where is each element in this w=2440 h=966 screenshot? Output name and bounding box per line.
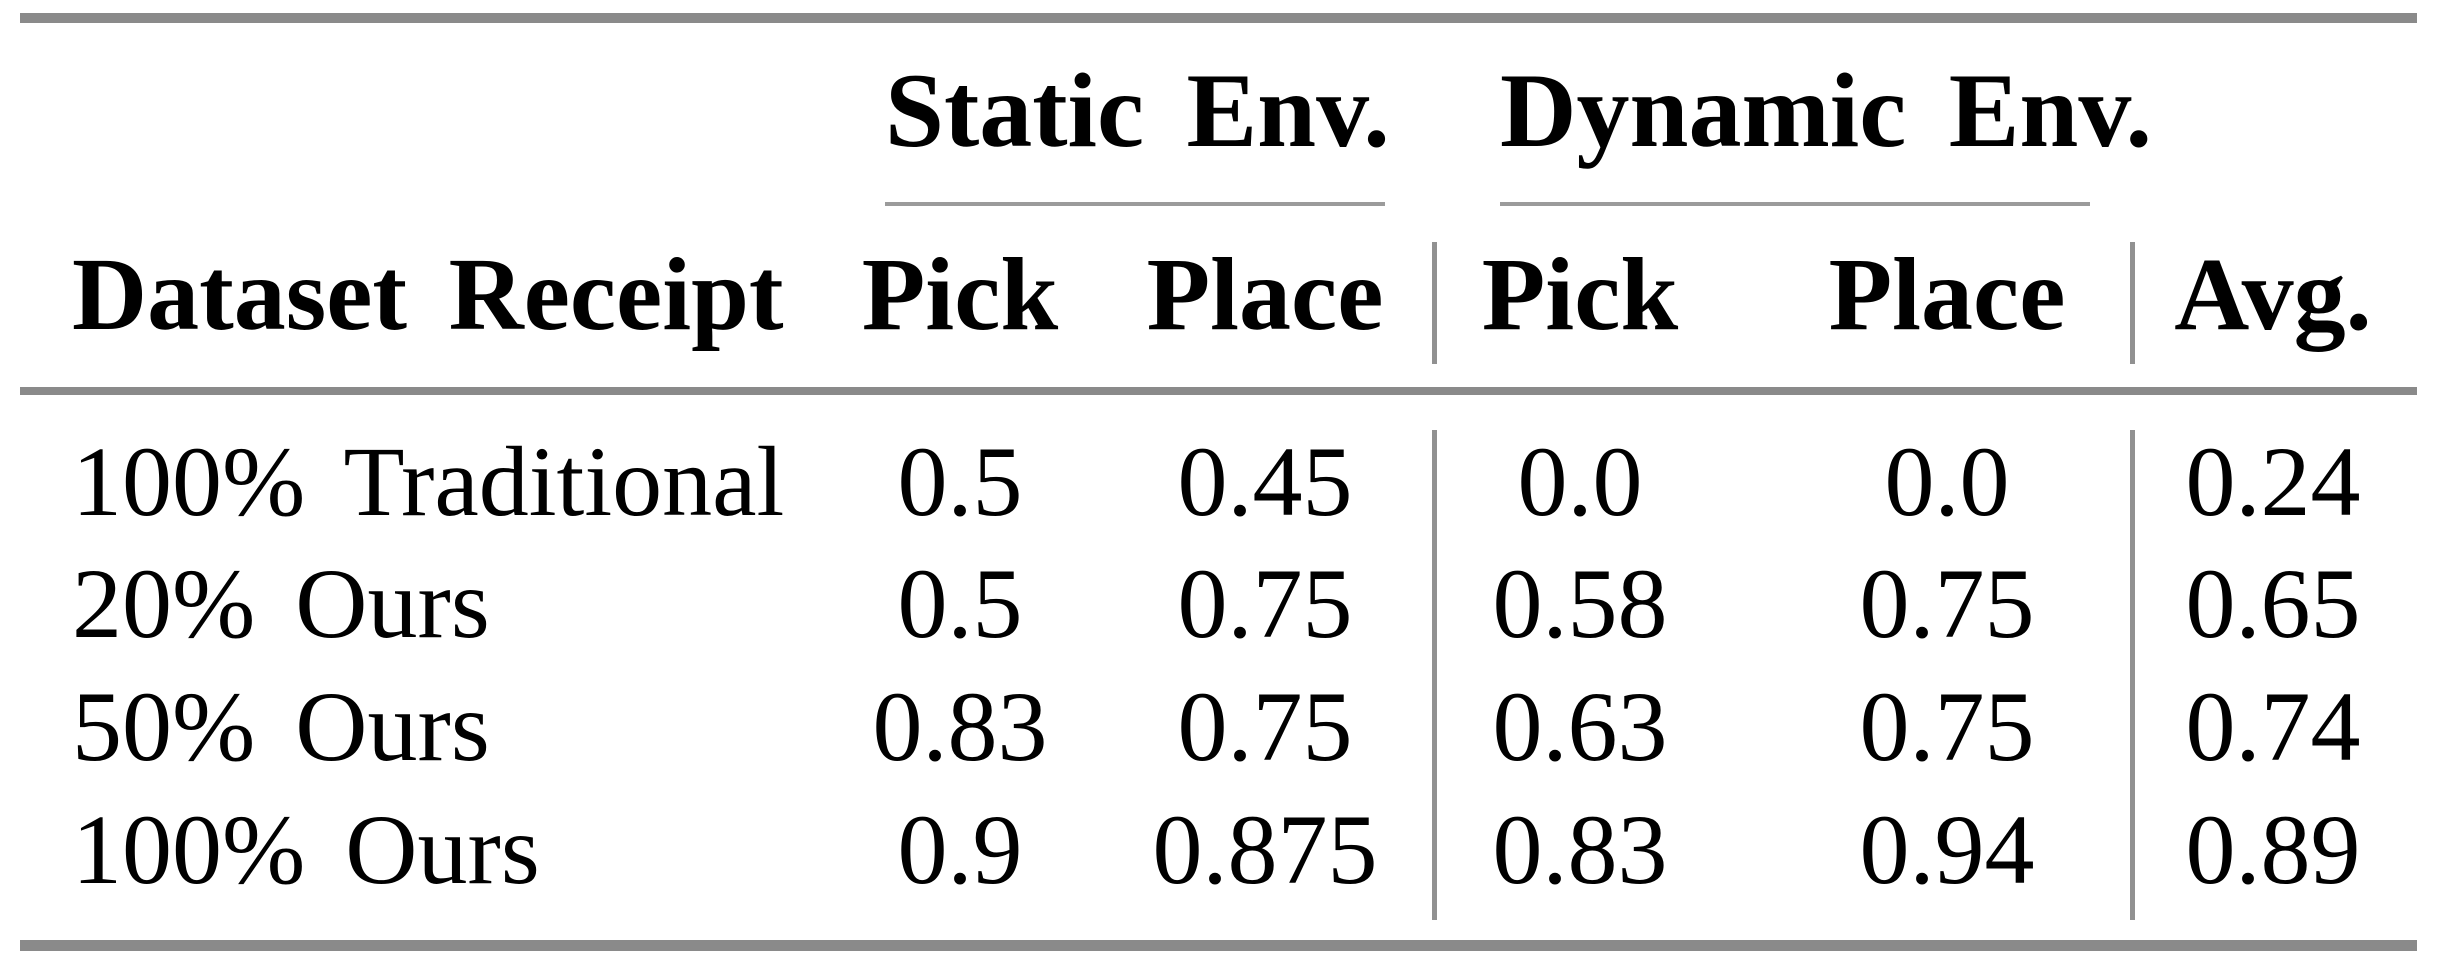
table-cell: 0.24 xyxy=(2185,426,2361,537)
table-cell: 0.45 xyxy=(1177,426,1353,537)
cmidrule-static xyxy=(885,202,1385,206)
table-cell: 0.83 xyxy=(872,671,1048,782)
col-header-dynamic-pick: Pick xyxy=(1481,237,1679,352)
row-label: 100% Ours xyxy=(72,794,540,905)
table-cell: 0.875 xyxy=(1152,794,1378,905)
table-cell: 0.75 xyxy=(1177,548,1353,659)
col-header-dataset-receipt: Dataset Receipt xyxy=(72,237,784,352)
row-label: 20% Ours xyxy=(72,548,490,659)
table-cell: 0.0 xyxy=(1517,426,1643,537)
header-separator-rule xyxy=(20,387,2417,395)
table-cell: 0.5 xyxy=(897,426,1023,537)
vertical-rule-static-dynamic-body xyxy=(1432,430,1437,920)
table-cell: 0.75 xyxy=(1859,548,2035,659)
table-cell: 0.9 xyxy=(897,794,1023,905)
table-cell: 0.74 xyxy=(2185,671,2361,782)
table-cell: 0.75 xyxy=(1859,671,2035,782)
group-header-dynamic-env: Dynamic Env. xyxy=(1500,52,2153,169)
vertical-rule-dynamic-avg-body xyxy=(2130,430,2135,920)
table-cell: 0.89 xyxy=(2185,794,2361,905)
table-cell: 0.65 xyxy=(2185,548,2361,659)
table-cell: 0.58 xyxy=(1492,548,1668,659)
col-header-static-place: Place xyxy=(1146,237,1384,352)
table-cell: 0.63 xyxy=(1492,671,1668,782)
table-cell: 0.0 xyxy=(1884,426,2010,537)
top-rule xyxy=(20,13,2417,23)
row-label: 100% Traditional xyxy=(72,426,785,537)
table-cell: 0.5 xyxy=(897,548,1023,659)
table-cell: 0.83 xyxy=(1492,794,1668,905)
col-header-static-pick: Pick xyxy=(861,237,1059,352)
vertical-rule-static-dynamic-header xyxy=(1432,242,1437,364)
group-header-static-env: Static Env. xyxy=(885,52,1390,169)
col-header-dynamic-place: Place xyxy=(1828,237,2066,352)
table-cell: 0.75 xyxy=(1177,671,1353,782)
row-label: 50% Ours xyxy=(72,671,490,782)
col-header-avg: Avg. xyxy=(2174,237,2372,352)
table-cell: 0.94 xyxy=(1859,794,2035,905)
bottom-rule xyxy=(20,940,2417,951)
vertical-rule-dynamic-avg-header xyxy=(2130,242,2135,364)
cmidrule-dynamic xyxy=(1500,202,2090,206)
